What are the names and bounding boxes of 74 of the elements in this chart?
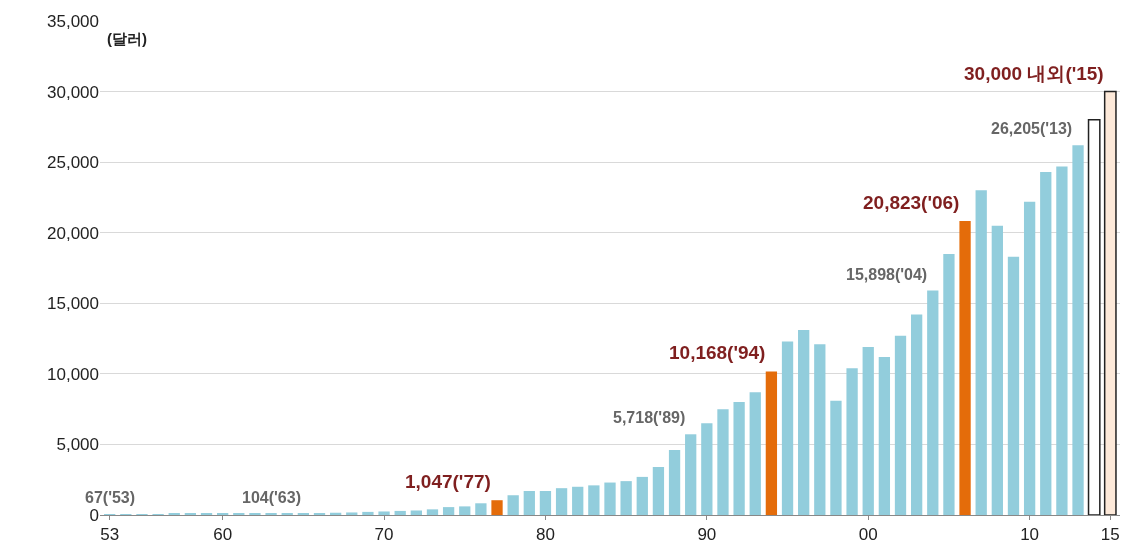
bar (1007, 256, 1020, 515)
y-tick-label: 25,000 (47, 153, 99, 173)
bar (620, 481, 632, 515)
bar (636, 476, 648, 515)
bar (814, 344, 826, 515)
annotation: 67('53) (85, 489, 136, 506)
bar (475, 503, 487, 515)
bar (798, 330, 810, 515)
bar (1103, 90, 1117, 515)
bar (927, 290, 939, 515)
y-tick-label: 20,000 (47, 223, 99, 243)
y-tick-label: 15,000 (47, 294, 99, 314)
annotation: 10,168('94) (669, 342, 766, 363)
annotation: 1,047('77) (405, 471, 491, 492)
x-tick-label: 80 (535, 525, 555, 545)
annotation: 104('63) (242, 489, 301, 506)
annotation: (달러) (107, 30, 147, 47)
annotation: 26,205('13) (991, 120, 1073, 137)
bar (668, 450, 681, 515)
bar (652, 467, 665, 515)
bar (588, 485, 600, 515)
bar (717, 409, 729, 515)
bar (1056, 166, 1068, 515)
x-tick-label: 70 (374, 525, 394, 545)
x-tick-label: 60 (213, 525, 233, 545)
y-tick-label: 0 (89, 505, 99, 525)
bar (701, 423, 713, 515)
bar (781, 341, 794, 515)
x-tick-label: 15 (1100, 525, 1120, 545)
bar (507, 495, 519, 515)
bar (491, 500, 503, 515)
y-tick-label: 10,000 (47, 364, 99, 384)
bar (346, 512, 358, 515)
bar (362, 511, 374, 515)
annotation: 5,718('89) (613, 409, 686, 426)
bar (555, 488, 568, 515)
bar (1023, 201, 1036, 515)
bar (1087, 119, 1101, 515)
bar (911, 314, 923, 515)
bar (1072, 145, 1084, 515)
bar (749, 392, 761, 515)
bar (975, 190, 987, 515)
bar (426, 509, 439, 515)
x-tick-label: 53 (100, 525, 120, 545)
annotation: 30,000 내외('15) (964, 63, 1104, 84)
bar (394, 510, 406, 515)
bar (765, 371, 778, 515)
bar (943, 253, 955, 515)
bar (442, 507, 455, 515)
bar (378, 511, 390, 515)
annotation: 15,898('04) (846, 266, 928, 283)
x-tick-label: 90 (697, 525, 717, 545)
bar (604, 482, 616, 515)
y-tick-label: 35,000 (47, 11, 99, 31)
y-tick-label: 30,000 (47, 82, 99, 102)
bar (894, 335, 907, 515)
bar (523, 491, 535, 515)
x-tick-label: 00 (858, 525, 878, 545)
bar (862, 347, 874, 515)
bar (572, 486, 584, 515)
bar (410, 510, 422, 515)
bar (959, 221, 971, 515)
bar (830, 400, 842, 515)
bar (539, 491, 552, 515)
bar (878, 356, 891, 515)
bar (1040, 172, 1052, 515)
annotation: 20,823('06) (863, 192, 960, 213)
x-tick-label: 10 (1020, 525, 1040, 545)
bar (685, 434, 697, 515)
bar (733, 402, 745, 515)
bar (459, 506, 471, 515)
bar (846, 368, 858, 515)
y-tick-label: 5,000 (56, 435, 99, 455)
bar (991, 225, 1003, 515)
